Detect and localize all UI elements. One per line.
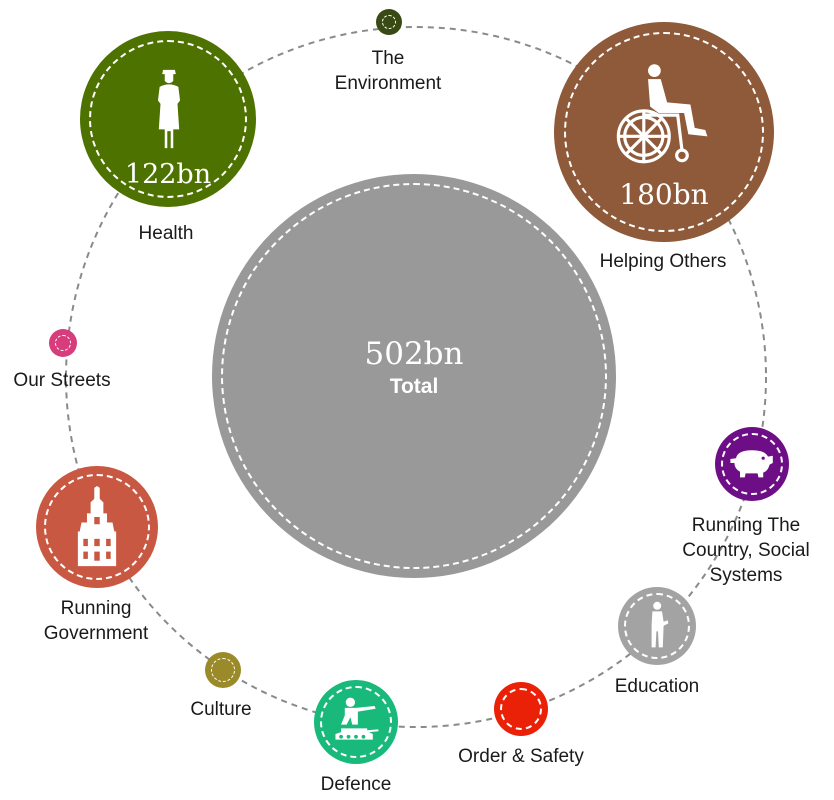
- total-value: 502bn: [364, 336, 464, 372]
- running-country-bubble[interactable]: [715, 427, 789, 501]
- culture-label: Culture: [190, 699, 252, 720]
- running-government-bubble[interactable]: [36, 466, 158, 588]
- education-bubble[interactable]: [618, 587, 696, 665]
- nurse-icon: [157, 69, 181, 149]
- piggy-bank-icon: [730, 450, 773, 478]
- health-label: Health: [138, 223, 194, 244]
- helping-others-label: Helping Others: [599, 251, 727, 272]
- total-label: Total: [389, 375, 439, 398]
- education-label: Education: [614, 676, 700, 697]
- soldier-tank-icon: [335, 697, 379, 740]
- government-building-icon: [77, 486, 117, 567]
- running-government-label: Running Government: [43, 598, 149, 644]
- order-safety-bubble[interactable]: [494, 682, 548, 736]
- student-icon: [651, 601, 669, 648]
- culture-bubble[interactable]: [205, 652, 241, 688]
- environment-bubble[interactable]: [376, 9, 402, 35]
- total-bubble[interactable]: 502bn Total: [212, 174, 616, 578]
- defence-bubble[interactable]: [314, 680, 398, 764]
- wheelchair-icon: [616, 64, 708, 164]
- environment-label: The Environment: [334, 48, 442, 94]
- defence-label: Defence: [320, 774, 392, 795]
- helping-others-value: 180bn: [619, 178, 709, 211]
- order-safety-label: Order & Safety: [458, 746, 584, 767]
- our-streets-label: Our Streets: [13, 370, 111, 391]
- running-country-label: Running The Country, Social Systems: [682, 515, 810, 586]
- health-bubble[interactable]: 122bn: [80, 31, 256, 207]
- helping-others-bubble[interactable]: 180bn: [554, 22, 774, 242]
- our-streets-bubble[interactable]: [49, 329, 77, 357]
